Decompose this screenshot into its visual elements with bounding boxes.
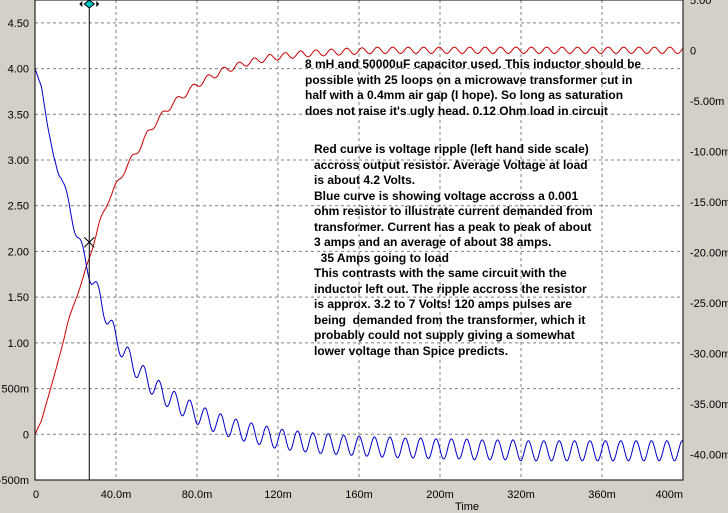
- series-red-voltage: [34, 46, 684, 435]
- right-tick-label: -30.00m: [690, 349, 728, 361]
- right-tick-label: -10.00m: [690, 147, 728, 159]
- right-tick-label: -15.00m: [690, 197, 728, 209]
- left-tick-label: 2.00: [8, 246, 29, 258]
- blue-current-trace: [34, 68, 684, 462]
- x-tick-label: 400m: [655, 489, 683, 501]
- cursor-cross-b: [83, 236, 95, 248]
- x-tick-label: 160m: [345, 489, 373, 501]
- x-tick-label: 360m: [588, 489, 616, 501]
- left-tick-label: 2.50: [8, 201, 29, 213]
- x-tick-label: 40.0m: [101, 489, 132, 501]
- left-axis-ticks: 4.50 4.00 3.50 3.00 2.50 2.00 1.50 1.00 500m 0 -50…: [0, 18, 29, 487]
- left-tick-label: -500m: [0, 475, 29, 487]
- x-tick-label: 200m: [426, 489, 454, 501]
- right-axis-ticks: 5.00 0 -5.00m -10.00m -15.00m -20.00m -25.00m -…: [690, 0, 728, 462]
- annotation-inductor-note: 8 mH and 50000uF capacitor used. This in…: [305, 57, 642, 118]
- measurement-cursor[interactable]: [79, 0, 100, 480]
- annotation-curve-explanation: Red curve is voltage ripple (left hand s…: [314, 142, 593, 358]
- right-tick-label: -40.00m: [690, 450, 728, 462]
- x-axis-label: Time: [455, 501, 479, 513]
- right-tick-label: -25.00m: [690, 298, 728, 310]
- grid-lines: [35, 0, 683, 480]
- right-tick-label: -5.00m: [690, 96, 724, 108]
- right-tick-label: 5.00: [690, 0, 711, 7]
- left-tick-label: 1.50: [8, 292, 29, 304]
- right-tick-label: -35.00m: [690, 399, 728, 411]
- x-tick-label: 120m: [264, 489, 292, 501]
- series-blue-current: [34, 68, 684, 462]
- left-tick-label: 1.00: [8, 338, 29, 350]
- x-tick-label: 0: [33, 489, 39, 501]
- left-tick-label: 500m: [1, 384, 29, 396]
- left-tick-label: 4.50: [8, 18, 29, 30]
- right-tick-label: 0: [690, 46, 696, 58]
- plot-border: [34, 0, 684, 481]
- right-tick-label: -20.00m: [690, 248, 728, 260]
- left-tick-label: 3.00: [8, 155, 29, 167]
- cursor-left-arrow-icon[interactable]: [79, 1, 83, 7]
- x-axis-ticks: 0 40.0m 80.0m 120m 160m 200m 320m 360m 400m: [33, 489, 683, 501]
- cursor-handle-icon[interactable]: [83, 0, 96, 9]
- x-tick-label: 80.0m: [182, 489, 213, 501]
- left-tick-label: 0: [23, 429, 29, 441]
- left-tick-label: 4.00: [8, 64, 29, 76]
- x-tick-label: 320m: [507, 489, 535, 501]
- cursor-right-arrow-icon[interactable]: [96, 1, 100, 7]
- left-tick-label: 3.50: [8, 109, 29, 121]
- red-voltage-trace: [34, 46, 684, 435]
